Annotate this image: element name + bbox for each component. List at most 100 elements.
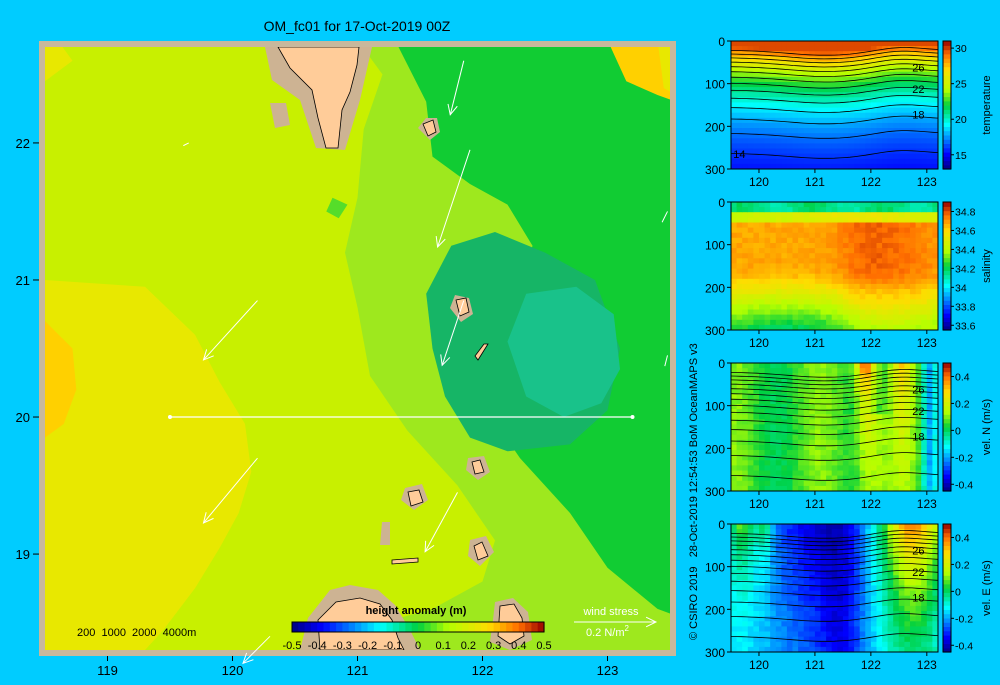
section-colorbar-cell: [943, 291, 951, 297]
section-colorbar-cell: [943, 617, 951, 623]
section-cell: [814, 212, 822, 218]
section-cell: [759, 373, 766, 379]
section-cell: [932, 158, 938, 165]
section-cell: [742, 76, 749, 83]
section-cell: [876, 148, 883, 155]
section-cell: [731, 636, 738, 643]
section-cell: [826, 470, 833, 477]
section-cell: [792, 450, 799, 456]
contour-label-26: 26: [912, 384, 924, 396]
section-cell: [764, 636, 771, 643]
section-cell: [848, 143, 855, 150]
section-cell: [803, 222, 810, 229]
section-cell: [826, 368, 833, 374]
section-cell: [770, 299, 777, 305]
section-cell: [803, 76, 810, 83]
section-cell: [759, 248, 766, 254]
section-cell: [803, 470, 810, 477]
section-cell: [837, 434, 844, 441]
section-cell: [742, 158, 749, 165]
section-cell: [786, 102, 794, 109]
section-cell: [865, 363, 872, 369]
section-colorbar-cell: [943, 643, 951, 649]
section-cell: [826, 600, 833, 607]
section-cell: [837, 163, 844, 169]
section-cell: [753, 363, 760, 369]
section-cell: [753, 128, 760, 134]
section-cell: [770, 434, 777, 441]
section-cell: [759, 524, 766, 530]
section-cell: [882, 585, 889, 592]
section-cell: [848, 398, 855, 405]
section-cell: [814, 304, 822, 311]
section-cell: [932, 641, 938, 648]
section-cell: [887, 278, 894, 285]
section-cell: [781, 539, 788, 546]
section-cell: [736, 595, 743, 602]
section-cell: [759, 585, 766, 592]
section-cell: [753, 444, 760, 451]
section-cell: [736, 128, 743, 134]
section-cell: [736, 82, 743, 88]
section-cell: [865, 217, 872, 224]
section-colorbar-cell: [943, 482, 951, 488]
section-cell: [803, 122, 810, 129]
section-cell: [753, 263, 760, 270]
section-cell: [747, 383, 754, 390]
section-cell: [898, 480, 905, 487]
section-cell: [842, 585, 850, 592]
section-cell: [798, 258, 805, 264]
section-cell: [870, 631, 878, 638]
section-cell: [837, 621, 844, 627]
section-colorbar-cell: [943, 312, 951, 318]
section-cell: [865, 112, 872, 119]
section-cell: [876, 294, 883, 300]
section-cell: [876, 559, 883, 566]
section-cell: [747, 534, 754, 540]
section-cell: [848, 595, 855, 602]
section-cell: [876, 444, 883, 451]
section-cell: [932, 243, 938, 249]
section-cell: [848, 424, 855, 431]
section-cell: [826, 636, 833, 643]
section-cell: [848, 575, 855, 581]
section-cell: [848, 324, 855, 330]
section-cell: [887, 368, 894, 374]
section-cell: [770, 294, 777, 300]
section-cell: [882, 273, 889, 280]
isotherm-24: [731, 551, 938, 560]
section-cell: [865, 409, 872, 415]
section-cell: [747, 248, 754, 254]
section-cell: [798, 138, 805, 144]
section-cell: [803, 409, 810, 415]
section-cell: [842, 383, 850, 390]
section-cell: [859, 373, 866, 379]
section-cell: [859, 148, 866, 155]
section-cell: [747, 304, 754, 311]
section-cell: [932, 475, 938, 482]
section-cell: [837, 549, 844, 556]
section-cell: [826, 117, 833, 124]
section-cell: [910, 485, 917, 491]
section-cell: [826, 570, 833, 576]
wind-stress-arrow-5-head: [424, 540, 435, 553]
section-cell: [859, 393, 866, 400]
section-cell: [742, 92, 749, 98]
section-cell: [921, 153, 928, 160]
land-3: [471, 459, 485, 475]
section-cell: [842, 641, 850, 648]
section-cell: [775, 304, 782, 311]
section-cell: [803, 87, 810, 93]
section-cell: [876, 539, 883, 546]
section-cell: [736, 539, 743, 546]
section-cell: [859, 207, 866, 213]
section-cell: [781, 485, 788, 491]
section-cell: [910, 475, 917, 482]
section-cell: [764, 575, 771, 581]
section-cell: [848, 283, 855, 290]
section-cell: [809, 585, 816, 592]
section-cell: [893, 475, 900, 482]
section-xtick-label-120: 120: [749, 497, 769, 511]
section-cell: [910, 212, 917, 218]
section-cell: [848, 626, 855, 633]
